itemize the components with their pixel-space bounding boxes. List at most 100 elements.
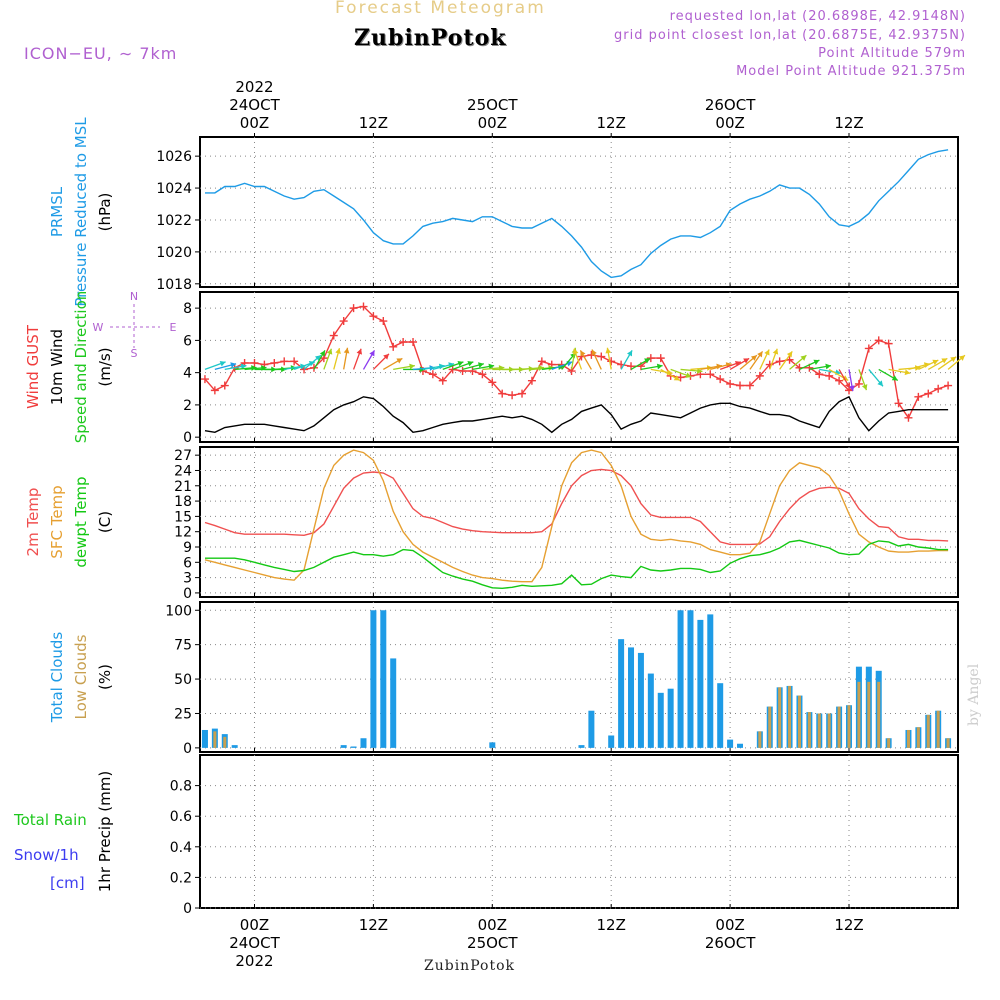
wind-ytick-label: 2 bbox=[183, 398, 192, 414]
top-day-label: 24OCT bbox=[229, 96, 280, 114]
gust-marker bbox=[765, 360, 774, 369]
wind-arrow-head bbox=[457, 360, 464, 367]
wind-arrow-head bbox=[696, 368, 703, 374]
top-hour-label: 00Z bbox=[478, 114, 507, 132]
pressure-ytick-label: 1018 bbox=[156, 277, 192, 293]
top-day-label: 25OCT bbox=[467, 96, 518, 114]
total-cloud-bar bbox=[717, 683, 724, 748]
low-cloud-bar bbox=[867, 681, 871, 748]
wind-arrow-head bbox=[396, 358, 403, 364]
gust-marker bbox=[607, 357, 616, 366]
bottom-day-label: 25OCT bbox=[467, 934, 518, 952]
temperature-panel-frame bbox=[199, 446, 959, 598]
wind-arrow-head bbox=[326, 348, 333, 355]
wind-wind-line bbox=[204, 395, 949, 434]
wind-ytick-label: 4 bbox=[183, 366, 192, 382]
gust-marker bbox=[854, 379, 863, 388]
gust-marker bbox=[280, 357, 289, 366]
bottom-year-label: 2022 bbox=[235, 952, 273, 970]
wind-arrow-head bbox=[800, 355, 807, 361]
precip-ylabel: 1hr Precip (mm) bbox=[96, 771, 114, 892]
gust-marker bbox=[944, 381, 953, 390]
gust-marker bbox=[498, 389, 507, 398]
wind-arrow-head bbox=[319, 350, 325, 357]
total-cloud-bar bbox=[618, 639, 625, 748]
low-cloud-bar bbox=[213, 731, 217, 748]
wind-arrow-head bbox=[685, 372, 692, 378]
total-cloud-bar bbox=[677, 610, 684, 748]
wind-arrow-head bbox=[558, 364, 564, 370]
compass-north-label: N bbox=[130, 290, 138, 303]
top-hour-label: 12Z bbox=[834, 114, 863, 132]
gust-marker bbox=[428, 370, 437, 379]
temperature-ytick-label: 15 bbox=[174, 509, 192, 525]
gust-marker bbox=[924, 389, 933, 398]
wind-arrow-head bbox=[580, 350, 586, 357]
low-cloud-bar bbox=[807, 712, 811, 748]
low-cloud-bar bbox=[797, 695, 801, 748]
wind-ylabel: Speed and Direction bbox=[72, 291, 90, 444]
total-cloud-bar bbox=[657, 692, 664, 748]
temperature-ylabel: 2m Temp bbox=[24, 488, 42, 557]
clouds-ylabel: Total Clouds bbox=[48, 632, 66, 724]
total-cloud-bar bbox=[370, 610, 377, 748]
pressure-ytick-label: 1024 bbox=[156, 181, 192, 197]
meteogram-title: Forecast Meteogram bbox=[335, 0, 546, 18]
total-cloud-bar bbox=[201, 729, 208, 748]
gust-marker bbox=[270, 358, 279, 367]
low-cloud-bar bbox=[906, 729, 910, 748]
temperature-ylabel: dewpt Temp bbox=[72, 476, 90, 567]
wind-ylabel: (m/s) bbox=[96, 347, 114, 386]
wind-arrow-head bbox=[477, 362, 484, 368]
wind-arrow-head bbox=[959, 355, 965, 361]
low-cloud-bar bbox=[827, 713, 831, 748]
wind-arrow-head bbox=[861, 384, 868, 391]
compass-east-label: E bbox=[170, 321, 177, 334]
bottom-hour-label: 12Z bbox=[359, 916, 388, 934]
wind-arrow-head bbox=[842, 375, 849, 381]
bottom-day-label: 24OCT bbox=[229, 934, 280, 952]
compass-west-label: W bbox=[93, 321, 104, 334]
temperature-ytick-label: 3 bbox=[183, 571, 192, 587]
pressure-panel-frame bbox=[199, 136, 959, 288]
wind-arrow-head bbox=[764, 349, 770, 356]
wind-arrow-head bbox=[356, 348, 363, 355]
gust-marker bbox=[716, 375, 725, 384]
bottom-hour-label: 00Z bbox=[715, 916, 744, 934]
total-cloud-bar bbox=[360, 738, 367, 748]
gust-marker bbox=[488, 378, 497, 387]
clouds-ytick-label: 100 bbox=[165, 603, 192, 619]
total-cloud-bar bbox=[737, 743, 744, 748]
precip-ytick-label: 0.2 bbox=[170, 870, 192, 886]
station-name: ZubinPotok bbox=[354, 25, 507, 51]
low-cloud-bar bbox=[768, 706, 772, 748]
total-cloud-bar bbox=[608, 735, 615, 748]
point-altitude: Point Altitude 579m bbox=[818, 46, 966, 61]
gust-marker bbox=[438, 376, 447, 385]
temperature-ytick-label: 12 bbox=[174, 525, 192, 541]
gust-marker bbox=[914, 392, 923, 401]
gust-marker bbox=[904, 413, 913, 422]
temperature-ytick-label: 6 bbox=[183, 555, 192, 571]
wind-arrow-head bbox=[467, 360, 474, 367]
top-day-label: 26OCT bbox=[705, 96, 756, 114]
total-cloud-bar bbox=[687, 610, 694, 748]
pressure-ytick-label: 1022 bbox=[156, 213, 192, 229]
wind-arrow-head bbox=[230, 362, 237, 368]
temperature-ylabel: (C) bbox=[96, 511, 114, 533]
wind-arrow-head bbox=[750, 355, 757, 361]
pressure-ylabel: (hPa) bbox=[96, 193, 114, 232]
clouds-ytick-label: 0 bbox=[183, 741, 192, 757]
total-cloud-bar bbox=[231, 745, 238, 748]
total-cloud-bar bbox=[350, 746, 357, 748]
wind-arrow-head bbox=[240, 363, 247, 370]
wind-arrow-head bbox=[941, 358, 948, 364]
bottom-hour-label: 00Z bbox=[478, 916, 507, 934]
wind-ylabel: 10m Wind bbox=[48, 329, 66, 405]
wind-ylabel: Wind GUST bbox=[24, 324, 42, 409]
low-cloud-bar bbox=[788, 685, 792, 748]
wind-arrow-head bbox=[914, 365, 921, 371]
precip-legend-label: [cm] bbox=[50, 874, 85, 892]
closest-coords: grid point closest lon,lat (20.6875E, 42… bbox=[614, 28, 966, 43]
gust-marker bbox=[508, 391, 517, 400]
